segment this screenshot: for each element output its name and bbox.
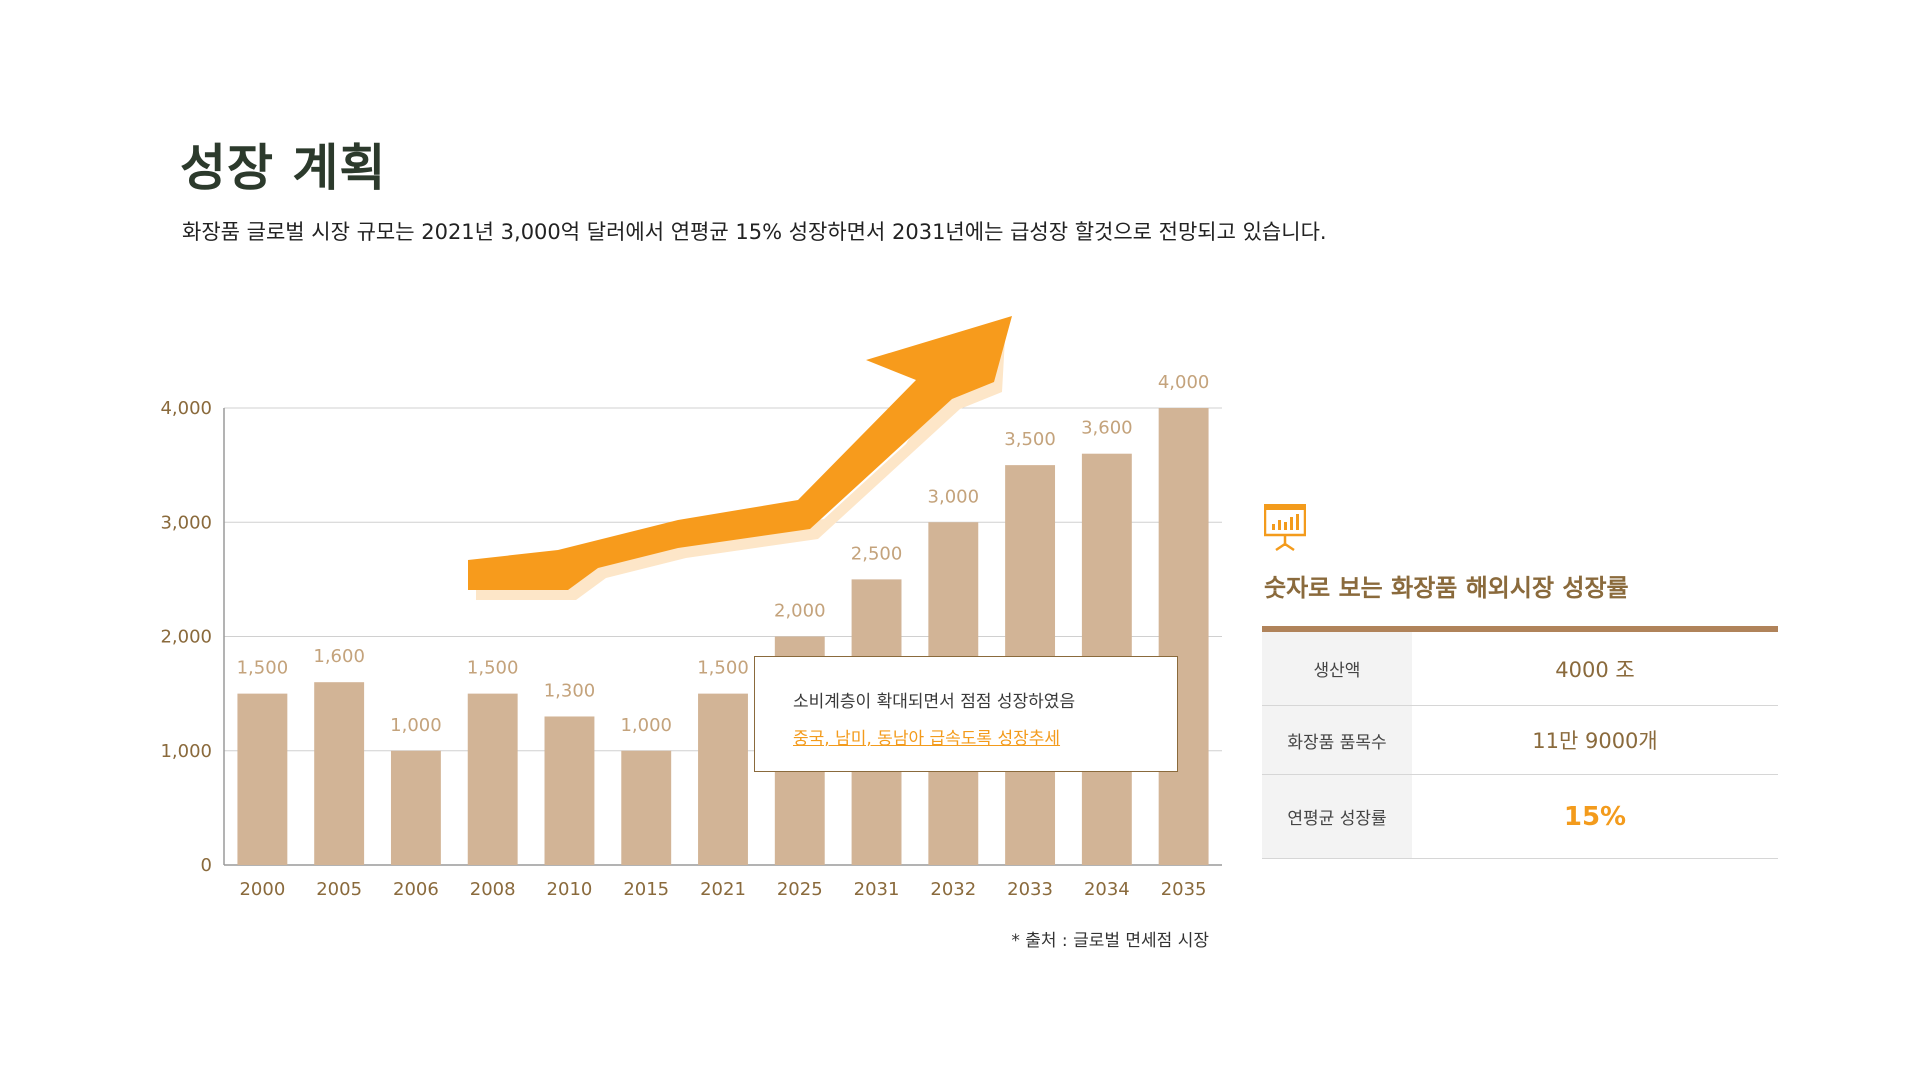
callout-line-1: 소비계층이 확대되면서 점점 성장하였음: [793, 692, 1076, 712]
stats-value: 11만 9000개: [1532, 729, 1658, 753]
data-label: 1,000: [390, 715, 442, 736]
data-label: 2,000: [774, 601, 826, 622]
data-label: 1,500: [467, 658, 519, 679]
x-tick-label: 2010: [547, 879, 593, 900]
page-title: 성장 계획: [180, 139, 387, 197]
y-tick-label: 4,000: [160, 398, 212, 419]
x-tick-label: 2031: [854, 879, 900, 900]
stats-row-items: 화장품 품목수 11만 9000개: [1262, 706, 1778, 775]
callout-line-2: 중국, 남미, 동남아 급속도록 성장추세: [793, 729, 1061, 749]
presentation-chart-icon: [1264, 504, 1306, 552]
x-tick-label: 2034: [1084, 879, 1130, 900]
x-tick-label: 2008: [470, 879, 516, 900]
y-tick-label: 0: [201, 855, 212, 876]
data-label: 1,500: [237, 658, 289, 679]
data-label: 3,600: [1081, 418, 1133, 439]
x-tick-label: 2025: [777, 879, 823, 900]
data-label: 1,300: [544, 680, 596, 701]
callout-box: 소비계층이 확대되면서 점점 성장하였음 중국, 남미, 동남아 급속도록 성장…: [754, 656, 1178, 772]
data-label: 1,600: [313, 646, 365, 667]
bar: [237, 693, 288, 865]
y-tick-label: 1,000: [160, 741, 212, 762]
stats-label: 연평균 성장률: [1262, 775, 1412, 858]
page-subtitle: 화장품 글로벌 시장 규모는 2021년 3,000억 달러에서 연평균 15%…: [182, 220, 1327, 244]
x-tick-label: 2005: [316, 879, 362, 900]
side-panel-title: 숫자로 보는 화장품 해외시장 성장률: [1264, 574, 1629, 602]
x-tick-label: 2015: [623, 879, 669, 900]
stats-row-growth: 연평균 성장률 15%: [1262, 775, 1778, 859]
stats-table: 생산액 4000 조 화장품 품목수 11만 9000개 연평균 성장률 15%: [1262, 626, 1778, 859]
bar: [467, 693, 518, 865]
x-tick-label: 2033: [1007, 879, 1053, 900]
stats-value-highlight: 15%: [1563, 801, 1627, 832]
data-label: 1,500: [697, 658, 749, 679]
stats-value: 4000 조: [1555, 657, 1635, 682]
y-tick-label: 2,000: [160, 627, 212, 648]
bar: [390, 750, 441, 865]
data-label: 3,000: [928, 486, 980, 507]
growth-arrow-body: [468, 316, 1012, 590]
y-tick-label: 3,000: [160, 512, 212, 533]
bar: [544, 716, 595, 865]
bar: [314, 682, 365, 865]
growth-arrow: [468, 316, 1012, 600]
source-note: * 출처 : 글로벌 면세점 시장: [1011, 931, 1209, 951]
x-tick-label: 2035: [1161, 879, 1207, 900]
bar: [621, 750, 672, 865]
data-label: 2,500: [851, 543, 903, 564]
stats-label: 생산액: [1262, 632, 1412, 705]
bar: [1158, 408, 1209, 865]
x-tick-label: 2000: [239, 879, 285, 900]
stats-row-production: 생산액 4000 조: [1262, 632, 1778, 706]
data-label: 1,000: [620, 715, 672, 736]
data-label: 3,500: [1004, 429, 1056, 450]
data-label: 4,000: [1158, 372, 1210, 393]
x-tick-label: 2006: [393, 879, 439, 900]
x-tick-label: 2021: [700, 879, 746, 900]
bar: [698, 693, 748, 865]
stats-label: 화장품 품목수: [1262, 706, 1412, 774]
x-tick-label: 2032: [930, 879, 976, 900]
